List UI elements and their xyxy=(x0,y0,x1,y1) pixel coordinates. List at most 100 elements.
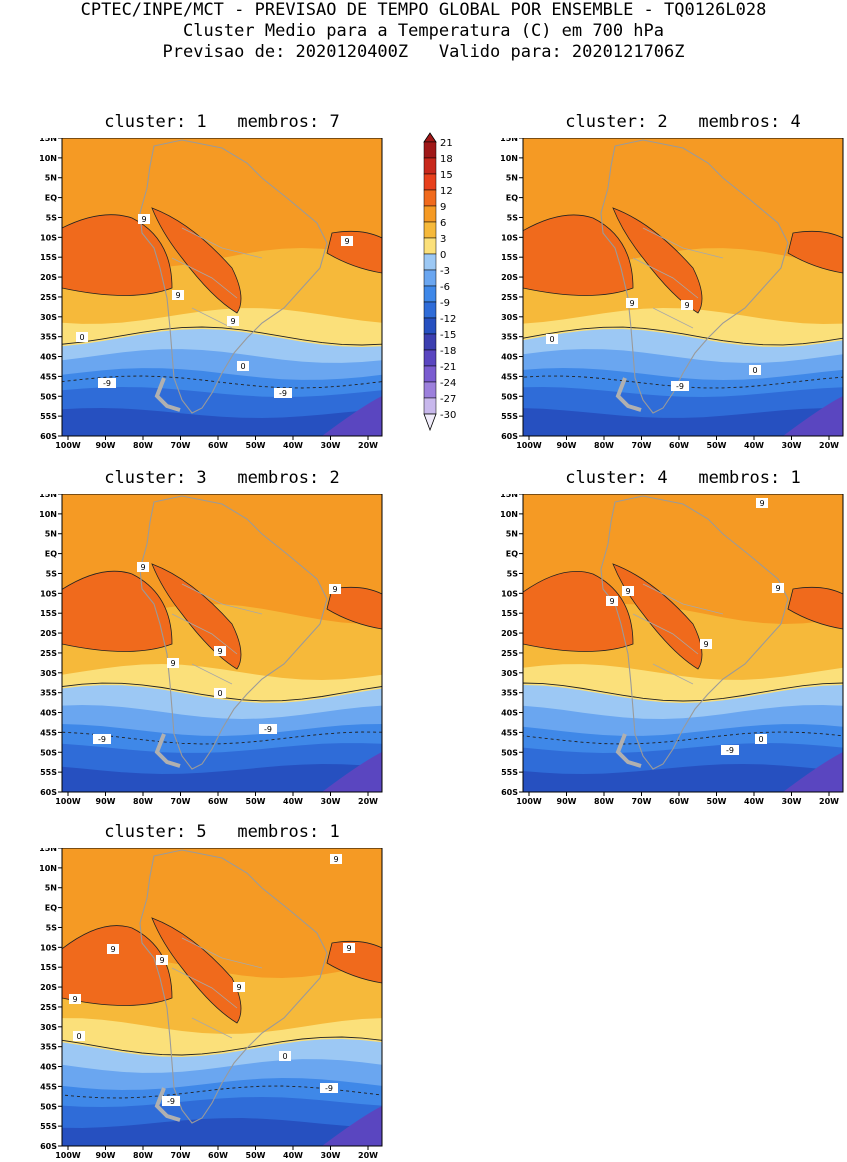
contour-label-box xyxy=(700,639,712,649)
legend-label: 18 xyxy=(440,154,453,165)
lat-tick-label: 5N xyxy=(45,530,57,539)
lat-tick-label: 25S xyxy=(40,293,57,302)
lon-tick-label: 100W xyxy=(516,797,542,806)
contour-label: 9 xyxy=(230,317,235,326)
lat-tick-label: 60S xyxy=(40,1142,57,1151)
lat-tick-label: 30S xyxy=(40,313,57,322)
contour-label-box xyxy=(76,332,88,342)
lon-tick-label: 20W xyxy=(358,441,378,450)
color-legend: 21 18 15 12 9 6 3 0 -3 -6 -9 -12 -15 -18 -21 -24 -27 -30 xyxy=(423,132,456,432)
lat-tick-label: 45S xyxy=(40,728,57,737)
contour-label-box xyxy=(546,334,558,344)
legend-swatch xyxy=(423,253,437,271)
contour-label: 9 xyxy=(110,945,115,954)
legend-label: 21 xyxy=(440,138,453,149)
legend-swatch xyxy=(423,189,437,207)
temperature-band-m15 xyxy=(783,396,843,436)
lon-tick-label: 60W xyxy=(208,1151,228,1160)
contour-label-box xyxy=(172,290,184,300)
contour-label-box xyxy=(227,316,239,326)
forecast-valid: Valido para: 2020121706Z xyxy=(438,42,685,62)
lat-tick-label: 60S xyxy=(40,432,57,441)
legend-swatch xyxy=(423,381,437,399)
contour-label: 9 xyxy=(684,301,689,310)
map-panel-2: 9 9 0 0 -9 15N 10N 5N EQ 5S 10S 15S 20S 25S 30S 35S 40S 4… xyxy=(500,138,844,450)
lon-tick-label: 60W xyxy=(669,797,689,806)
legend-label: 6 xyxy=(440,218,446,229)
contour-0 xyxy=(522,326,844,346)
lon-tick-label: 50W xyxy=(246,1151,266,1160)
country-borders xyxy=(632,227,724,329)
legend-label: -18 xyxy=(440,346,456,357)
lat-tick-label: 25S xyxy=(40,649,57,658)
lat-tick-label: 55S xyxy=(40,1122,57,1131)
lon-tick-label: 100W xyxy=(55,797,81,806)
lon-tick-label: 50W xyxy=(707,797,727,806)
contour-label: 9 xyxy=(140,563,145,572)
legend-swatch xyxy=(423,365,437,383)
lat-tick-label: 55S xyxy=(501,768,518,777)
lon-tick-label: 20W xyxy=(819,441,839,450)
lon-tick-label: 50W xyxy=(707,441,727,450)
lon-tick-label: 40W xyxy=(283,797,303,806)
contour-label-box xyxy=(756,498,768,508)
contour-label-box xyxy=(749,365,761,375)
legend-label: -24 xyxy=(440,378,456,389)
contour-label: 9 xyxy=(775,584,780,593)
lat-tick-label: 25S xyxy=(501,649,518,658)
lat-tick-label: 5S xyxy=(46,569,58,578)
lon-tick-label: 80W xyxy=(594,797,614,806)
lat-tick-label: 60S xyxy=(40,788,57,797)
legend-label: -9 xyxy=(440,298,450,309)
lat-tick-label: 15S xyxy=(40,963,57,972)
map-panel-5: 9 9 9 9 9 9 0 0 -9 -9 15N 10N 5N EQ 5S 10S 15S 20S 25S 30S 3… xyxy=(39,848,383,1160)
chile-archipelago xyxy=(154,733,181,768)
legend-label: 9 xyxy=(440,202,446,213)
contour-label: -9 xyxy=(103,379,111,388)
lon-tick-label: 70W xyxy=(632,797,652,806)
legend-label: -12 xyxy=(440,314,456,325)
legend-arrow-bottom xyxy=(423,413,437,432)
contour-label-box xyxy=(107,944,119,954)
lat-tick-label: 5N xyxy=(45,174,57,183)
map-panel-4: 9 9 9 9 9 0 -9 15N 10N 5N EQ 5S 10S 15S 20S 25S 30S 35S 40… xyxy=(500,494,844,806)
panel-title-1: cluster: 1 membros: 7 xyxy=(104,112,340,132)
contour-m9 xyxy=(61,375,383,389)
lat-tick-label: 50S xyxy=(40,392,57,401)
map-frame xyxy=(61,138,383,437)
lat-tick-label: 20S xyxy=(40,629,57,638)
lat-tick-label: 40S xyxy=(40,353,57,362)
temperature-band-m15 xyxy=(783,752,843,792)
header-title: CPTEC/INPE/MCT - PREVISAO DE TEMPO GLOBA… xyxy=(80,0,767,20)
contour-label: 0 xyxy=(758,735,763,744)
chile-archipelago xyxy=(615,733,642,768)
contour-0 xyxy=(61,1036,383,1056)
lat-tick-label: 30S xyxy=(40,669,57,678)
lat-tick-label: 5N xyxy=(506,174,518,183)
lat-tick-label: 10S xyxy=(40,943,57,952)
contour-label-box xyxy=(721,745,739,755)
lat-tick-label: 55S xyxy=(40,768,57,777)
lat-tick-label: 5S xyxy=(46,923,58,932)
lon-tick-label: 30W xyxy=(782,441,802,450)
contour-label-box xyxy=(233,982,245,992)
lon-tick-label: 90W xyxy=(557,441,577,450)
contour-label: 9 xyxy=(236,983,241,992)
legend-swatch xyxy=(423,301,437,319)
lat-tick-label: 35S xyxy=(501,689,518,698)
lon-tick-label: 30W xyxy=(321,1151,341,1160)
map-frame xyxy=(61,848,383,1147)
temperature-band-m15 xyxy=(322,752,382,792)
lat-tick-label: 35S xyxy=(501,333,518,342)
contour-label-box xyxy=(69,994,81,1004)
lon-tick-label: 90W xyxy=(96,441,116,450)
contour-label: -9 xyxy=(279,389,287,398)
lat-tick-label: 10N xyxy=(39,864,57,873)
lat-tick-label: 15N xyxy=(39,138,57,143)
lat-tick-label: 15S xyxy=(40,609,57,618)
lat-tick-label: 40S xyxy=(40,1063,57,1072)
lon-tick-label: 40W xyxy=(744,441,764,450)
lat-tick-label: 25S xyxy=(40,1003,57,1012)
contour-label-box xyxy=(162,1096,180,1106)
contour-label-box xyxy=(622,586,634,596)
